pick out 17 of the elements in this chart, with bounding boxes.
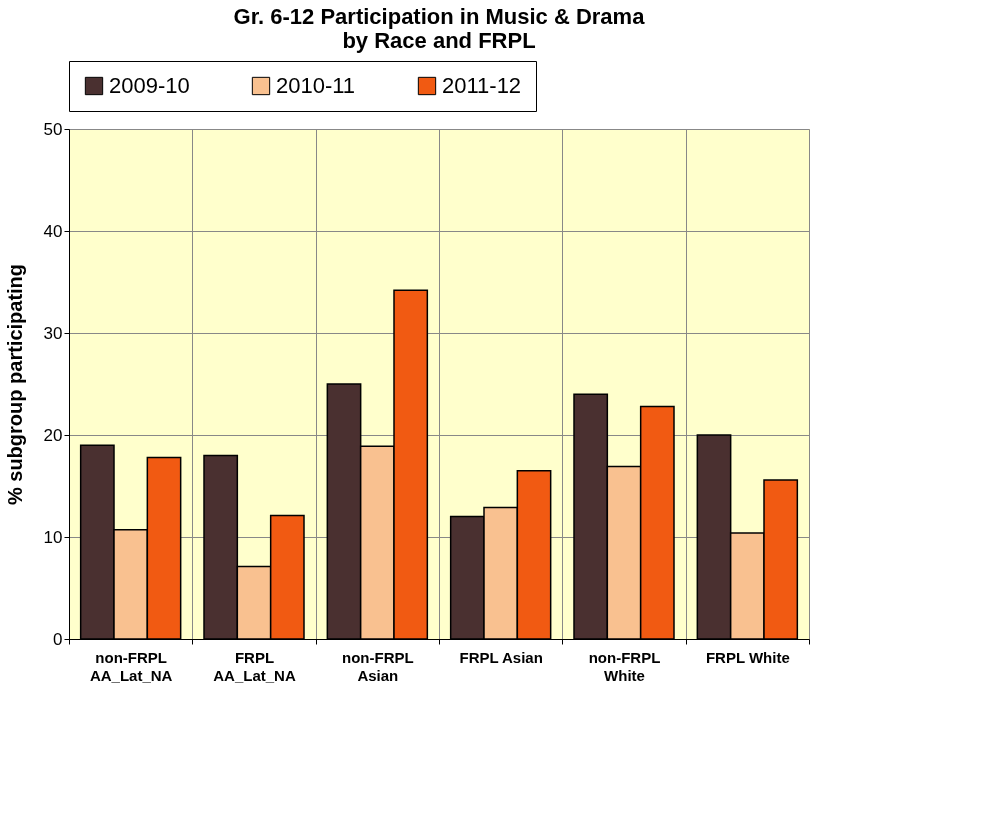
y-tick-label: 10 xyxy=(43,527,63,547)
legend-label: 2011-12 xyxy=(442,73,522,98)
x-tick-label: FRPL Asian xyxy=(459,648,543,666)
y-tick-label: 30 xyxy=(43,323,63,343)
x-tick-label: FRPL White xyxy=(705,648,790,666)
y-axis-title: % subgroup participating xyxy=(3,263,26,506)
legend-label: 2009-10 xyxy=(109,73,190,98)
text: Gr. 6-12 Participation in Music & Drama xyxy=(233,3,645,29)
x-tick-label: FRPL AA_Lat_NA xyxy=(213,648,296,684)
x-tick-label: non-FRPL Asian xyxy=(342,648,414,684)
y-tick-label: 20 xyxy=(43,425,63,445)
y-tick-label: 50 xyxy=(43,119,63,139)
x-tick-label: non-FRPL White xyxy=(588,648,661,684)
x-tick-label: non-FRPL AA_Lat_NA xyxy=(89,648,173,684)
y-tick-label: 40 xyxy=(43,221,63,241)
legend-label: 2010-11 xyxy=(276,73,356,98)
y-tick-label: 0 xyxy=(53,629,63,649)
